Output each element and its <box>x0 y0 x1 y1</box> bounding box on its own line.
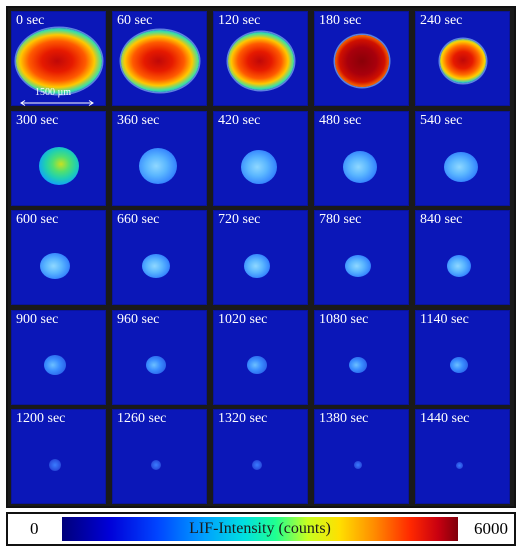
scale-bar-label: 1500 µm <box>35 87 72 98</box>
frame-panel: 960 sec <box>112 309 207 405</box>
time-label: 480 sec <box>319 112 362 128</box>
frame-panel: 1260 sec <box>112 409 207 504</box>
frame-panel: 240 sec <box>415 11 510 106</box>
panel-grid: 0 sec 1500 µm 60 sec 120 sec 180 sec 240 sec 3… <box>6 6 516 508</box>
droplet <box>139 147 177 184</box>
frame-panel: 600 sec <box>11 210 106 305</box>
droplet <box>354 461 362 469</box>
droplet <box>44 354 66 375</box>
droplet <box>335 35 389 87</box>
time-label: 360 sec <box>117 112 160 128</box>
droplet <box>40 253 70 279</box>
frame-panel: 480 sec <box>314 110 409 206</box>
time-label: 1320 sec <box>218 411 268 426</box>
time-label: 1200 sec <box>16 411 66 426</box>
time-label: 1440 sec <box>420 411 470 426</box>
frame-panel: 120 sec <box>213 11 308 106</box>
frame-panel: 1440 sec <box>415 409 510 504</box>
time-label: 300 sec <box>16 112 59 128</box>
time-label: 1020 sec <box>218 311 268 327</box>
frame-panel: 420 sec <box>213 110 308 206</box>
frame-panel: 720 sec <box>213 210 308 305</box>
droplet <box>121 30 199 92</box>
droplet <box>455 461 463 469</box>
colorbar-title: LIF-Intensity (counts) <box>189 520 331 537</box>
frame-panel: 780 sec <box>314 210 409 305</box>
droplet <box>349 356 367 373</box>
droplet <box>444 151 478 182</box>
frame-panel: 60 sec <box>112 11 207 106</box>
frame-panel: 840 sec <box>415 210 510 305</box>
droplet <box>16 28 102 94</box>
droplet <box>49 459 61 471</box>
frame-panel: 180 sec <box>314 11 409 106</box>
time-label: 660 sec <box>117 212 160 227</box>
droplet <box>151 460 161 470</box>
time-label: 900 sec <box>16 311 59 327</box>
frame-panel: 1020 sec <box>213 309 308 405</box>
frame-panel: 0 sec 1500 µm <box>11 11 106 106</box>
droplet <box>244 254 270 278</box>
frame-panel: 1380 sec <box>314 409 409 504</box>
time-label: 720 sec <box>218 212 261 227</box>
scale-bar-arrow <box>20 100 94 106</box>
droplet <box>247 355 267 374</box>
droplet <box>252 460 262 470</box>
frame-panel: 540 sec <box>415 110 510 206</box>
time-label: 240 sec <box>420 13 463 28</box>
droplet <box>146 355 166 374</box>
time-label: 1080 sec <box>319 311 369 327</box>
droplet <box>447 255 471 277</box>
droplet <box>345 255 371 277</box>
frame-panel: 1080 sec <box>314 309 409 405</box>
colorbar: 0 LIF-Intensity (counts) 6000 <box>6 512 516 546</box>
frame-panel: 360 sec <box>112 110 207 206</box>
frame-panel: 1140 sec <box>415 309 510 405</box>
time-label: 600 sec <box>16 212 59 227</box>
time-label: 840 sec <box>420 212 463 227</box>
colorbar-min-label: 0 <box>30 519 39 538</box>
droplet <box>142 254 170 278</box>
frame-panel: 1320 sec <box>213 409 308 504</box>
time-label: 1260 sec <box>117 411 167 426</box>
time-label: 0 sec <box>16 13 45 28</box>
droplet <box>450 356 468 373</box>
droplet <box>241 149 277 184</box>
colorbar-gradient: LIF-Intensity (counts) <box>62 517 458 541</box>
time-label: 1380 sec <box>319 411 369 426</box>
droplet <box>228 32 294 90</box>
time-label: 60 sec <box>117 13 153 28</box>
time-label: 960 sec <box>117 311 160 327</box>
frame-panel: 900 sec <box>11 309 106 405</box>
time-label: 180 sec <box>319 13 362 28</box>
colorbar-max-label: 6000 <box>474 519 508 538</box>
frame-panel: 1200 sec <box>11 409 106 504</box>
time-label: 120 sec <box>218 13 261 28</box>
time-label: 780 sec <box>319 212 362 227</box>
time-label: 1140 sec <box>420 311 469 327</box>
droplet <box>39 146 79 185</box>
time-label: 540 sec <box>420 112 463 128</box>
frame-panel: 300 sec <box>11 110 106 206</box>
time-label: 420 sec <box>218 112 261 128</box>
frame-panel: 660 sec <box>112 210 207 305</box>
droplet <box>343 150 377 183</box>
droplet <box>440 39 486 83</box>
